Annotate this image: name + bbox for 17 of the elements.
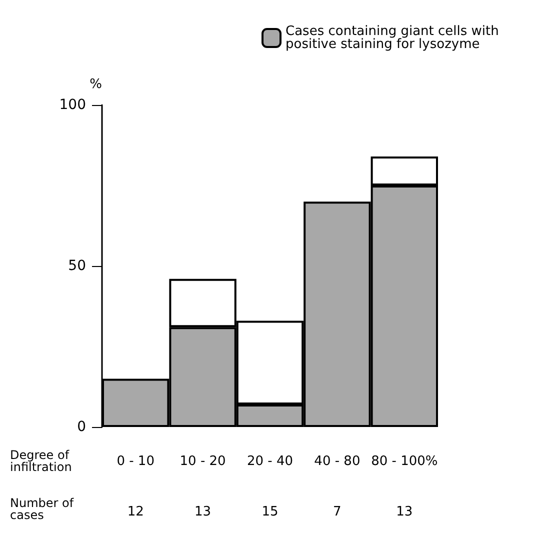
y-tick-label: 50	[68, 258, 86, 274]
y-tick-label: 0	[77, 419, 86, 435]
x-tick-label: 80 - 100%	[371, 454, 438, 469]
text: 13	[194, 504, 212, 520]
y-axis-title: %	[90, 77, 102, 92]
y-tick-label: 100	[59, 97, 86, 113]
x-tick-label: 0 - 10	[116, 454, 154, 469]
text: 12	[127, 504, 144, 520]
x-axis-title: Degree of infiltration	[10, 448, 73, 474]
text: 7	[333, 504, 342, 520]
x-tick-label: 20 - 40	[246, 454, 294, 469]
text: Number of cases	[10, 496, 78, 522]
text: 15	[262, 504, 278, 520]
legend-label: Cases containing giant cells with positive staining for lysozyme	[286, 24, 504, 52]
text: 13	[396, 504, 413, 520]
x-tick-label: 10 - 20	[180, 454, 226, 469]
x-tick-label: 40 - 80	[314, 454, 360, 469]
